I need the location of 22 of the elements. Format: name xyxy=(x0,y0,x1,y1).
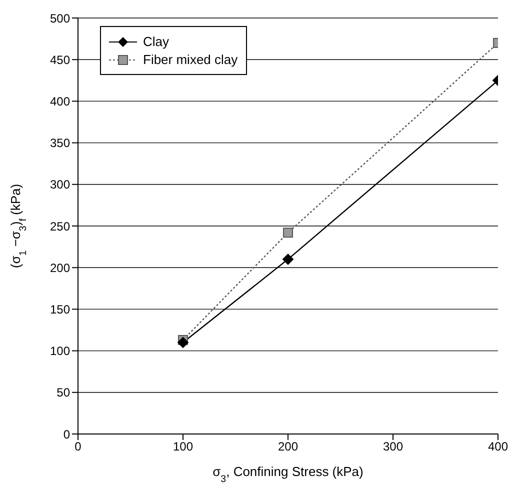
point xyxy=(178,336,188,348)
y-tick-label: 500 xyxy=(50,11,70,26)
y-tick-label: 300 xyxy=(50,178,70,192)
point xyxy=(282,254,294,265)
y-tick-label: 450 xyxy=(50,52,70,67)
y-tick-label: 400 xyxy=(50,94,70,108)
x-tick-label: 400 xyxy=(488,440,508,454)
y-tick-label: 50 xyxy=(56,386,70,400)
x-tick-label: 300 xyxy=(382,440,404,454)
x-tick-label: 100 xyxy=(172,440,194,454)
x-tick-label: 200 xyxy=(278,440,298,454)
x-axis-title: σ$_{3}$, Confining Stress (kPa) xyxy=(212,464,364,484)
y-tick-label: 150 xyxy=(50,302,70,316)
x-tick-label: 0 xyxy=(74,440,82,454)
y-tick-label: 200 xyxy=(50,260,70,275)
point xyxy=(283,228,293,238)
y-tick-label: 250 xyxy=(50,219,70,234)
y-tick-label: 350 xyxy=(50,136,70,150)
legend-label: Clay xyxy=(143,34,170,49)
y-tick-label: 0 xyxy=(63,427,70,442)
legend-label: Fiber mixed clay xyxy=(143,52,238,67)
y-tick-label: 100 xyxy=(50,344,70,358)
